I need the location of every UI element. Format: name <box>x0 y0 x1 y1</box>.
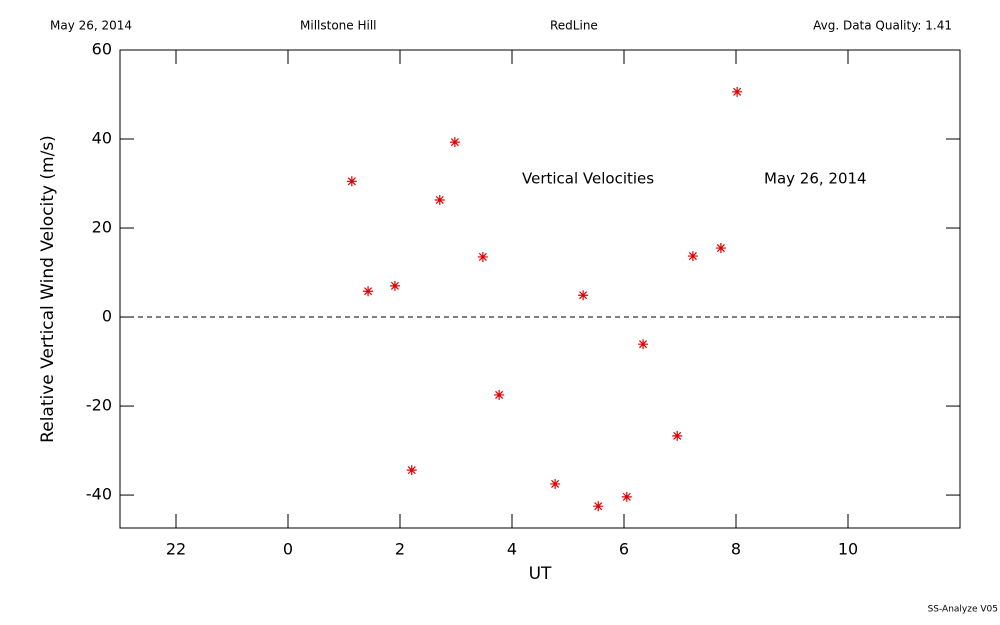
footer: SS-Analyze V05 <box>928 605 998 615</box>
x-tick-label: 4 <box>507 540 517 559</box>
annotation: May 26, 2014 <box>764 170 867 188</box>
y-tick-label: 40 <box>92 129 112 148</box>
point <box>346 176 357 187</box>
y-tick-label: -20 <box>86 396 112 415</box>
point <box>449 137 460 148</box>
point <box>732 86 743 97</box>
point <box>638 339 649 350</box>
x-tick-label: 2 <box>395 540 405 559</box>
annotation: Vertical Velocities <box>522 170 654 188</box>
header-date: May 26, 2014 <box>50 19 132 33</box>
x-tick-label: 22 <box>166 540 186 559</box>
header-line: RedLine <box>550 19 598 33</box>
point <box>621 491 632 502</box>
x-tick-label: 0 <box>283 540 293 559</box>
y-tick-label: -40 <box>86 485 112 504</box>
y-tick-label: 60 <box>92 40 112 59</box>
x-tick-label: 10 <box>838 540 858 559</box>
point <box>672 430 683 441</box>
point <box>477 251 488 262</box>
point <box>494 389 505 400</box>
y-tick-label: 20 <box>92 218 112 237</box>
point <box>578 290 589 301</box>
point <box>687 251 698 262</box>
point <box>434 194 445 205</box>
y-axis-label: Relative Vertical Wind Velocity (m/s) <box>38 135 58 443</box>
point <box>363 286 374 297</box>
point <box>406 465 417 476</box>
x-tick-label: 8 <box>731 540 741 559</box>
point <box>715 243 726 254</box>
point <box>593 501 604 512</box>
point <box>389 280 400 291</box>
header-quality: Avg. Data Quality: 1.41 <box>813 19 952 33</box>
point <box>550 478 561 489</box>
y-tick-label: 0 <box>102 307 112 326</box>
x-axis-label: UT <box>529 564 552 584</box>
plot-frame <box>119 49 961 529</box>
x-tick-label: 6 <box>619 540 629 559</box>
header-site: Millstone Hill <box>300 19 376 33</box>
